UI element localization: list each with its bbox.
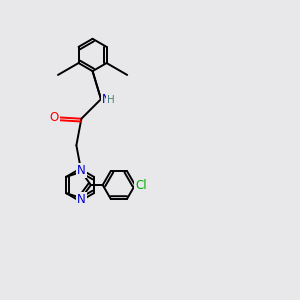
Text: N: N [77, 193, 86, 206]
Text: O: O [50, 111, 59, 124]
Text: H: H [106, 95, 114, 105]
Text: N: N [77, 164, 86, 177]
Text: Cl: Cl [135, 178, 147, 191]
Text: N: N [102, 93, 111, 106]
